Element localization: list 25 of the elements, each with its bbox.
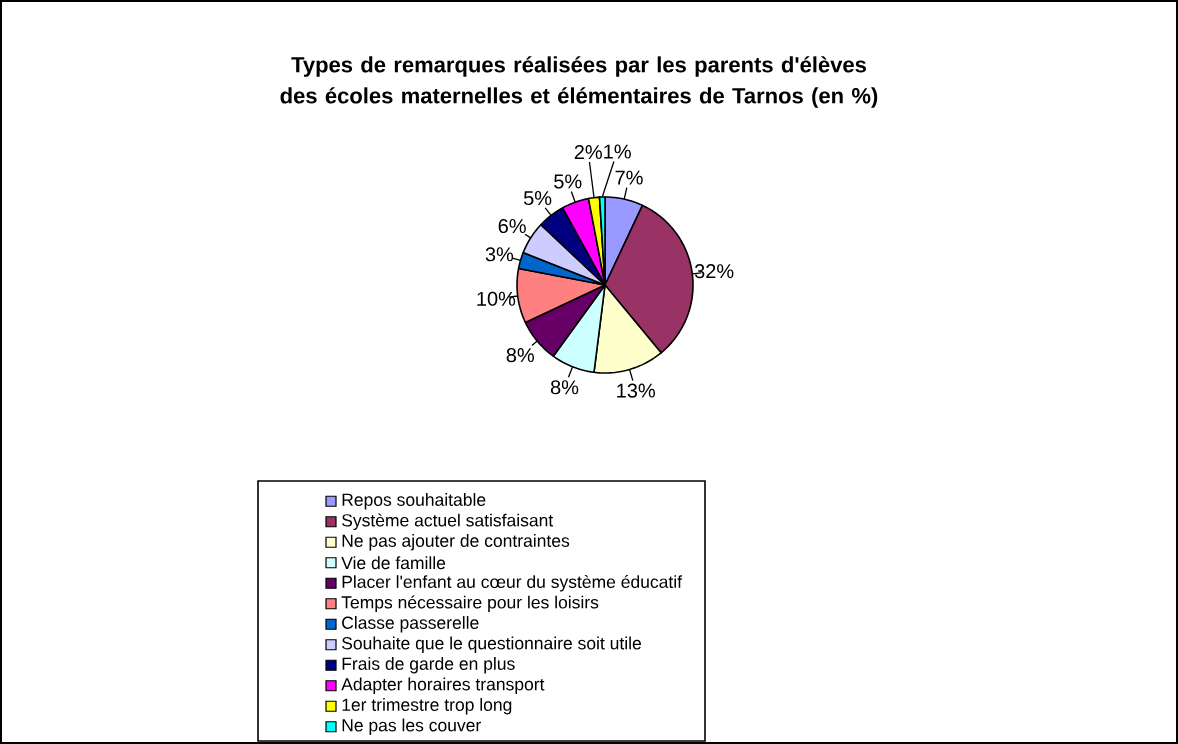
legend-label: Ne pas ajouter de contraintes — [342, 534, 570, 551]
legend-label: Adapter horaires transport — [341, 677, 545, 694]
legend-label: Temps nécessaire pour les loisirs — [341, 595, 599, 612]
legend-label: Frais de garde en plus — [342, 657, 515, 674]
legend-label: Souhaite que le questionnaire soit utile — [342, 636, 641, 653]
data-label: 10% — [477, 291, 516, 306]
data-label: 32% — [694, 264, 734, 279]
legend-label: Ne pas les couver — [342, 718, 481, 735]
legend-label: 1er trimestre trop long — [342, 698, 512, 715]
data-label: 8% — [550, 380, 579, 395]
data-label: 7% — [615, 170, 643, 185]
data-label: 5% — [523, 191, 552, 206]
data-label: 2% — [574, 145, 602, 160]
legend-label: Placer l'enfant au cœur du système éducatif — [342, 574, 683, 592]
data-label: 6% — [498, 218, 526, 234]
data-label: 13% — [617, 383, 655, 398]
data-label: 5% — [554, 174, 582, 189]
data-label: 8% — [506, 348, 534, 363]
legend-label: Vie de famille — [341, 556, 446, 570]
data-label: 3% — [485, 247, 514, 262]
legend-label: Classe passerelle — [342, 616, 479, 633]
legend-label: Système actuel satisfaisant — [342, 513, 554, 530]
legend-label: Repos souhaitable — [342, 493, 486, 510]
data-label: 1% — [604, 144, 631, 159]
chart-title: Types de remarques réalisées par les parents d'élèves des écoles maternelles et élémentaires de Tarnos (en %) — [280, 56, 878, 108]
